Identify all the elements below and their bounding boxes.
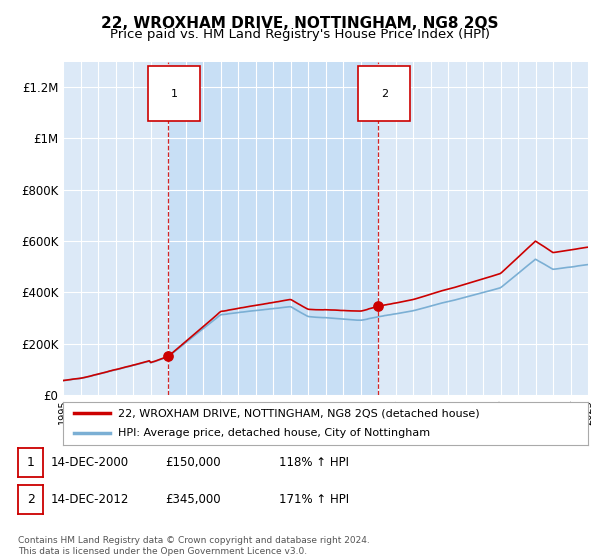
Text: Price paid vs. HM Land Registry's House Price Index (HPI): Price paid vs. HM Land Registry's House … — [110, 28, 490, 41]
Text: HPI: Average price, detached house, City of Nottingham: HPI: Average price, detached house, City… — [118, 428, 430, 438]
Text: £150,000: £150,000 — [165, 456, 221, 469]
Text: 14-DEC-2000: 14-DEC-2000 — [51, 456, 129, 469]
Text: 118% ↑ HPI: 118% ↑ HPI — [279, 456, 349, 469]
Bar — [168, 62, 378, 395]
Text: Contains HM Land Registry data © Crown copyright and database right 2024.
This d: Contains HM Land Registry data © Crown c… — [18, 536, 370, 556]
Point — [163, 352, 173, 361]
Text: 22, WROXHAM DRIVE, NOTTINGHAM, NG8 2QS: 22, WROXHAM DRIVE, NOTTINGHAM, NG8 2QS — [101, 16, 499, 31]
Text: 1: 1 — [170, 88, 178, 99]
Text: £345,000: £345,000 — [165, 493, 221, 506]
Text: 2: 2 — [26, 493, 35, 506]
Text: 22, WROXHAM DRIVE, NOTTINGHAM, NG8 2QS (detached house): 22, WROXHAM DRIVE, NOTTINGHAM, NG8 2QS (… — [118, 408, 480, 418]
Text: 171% ↑ HPI: 171% ↑ HPI — [279, 493, 349, 506]
Text: 2: 2 — [380, 88, 388, 99]
Text: 14-DEC-2012: 14-DEC-2012 — [51, 493, 130, 506]
Point — [373, 302, 383, 311]
Text: 1: 1 — [26, 456, 35, 469]
